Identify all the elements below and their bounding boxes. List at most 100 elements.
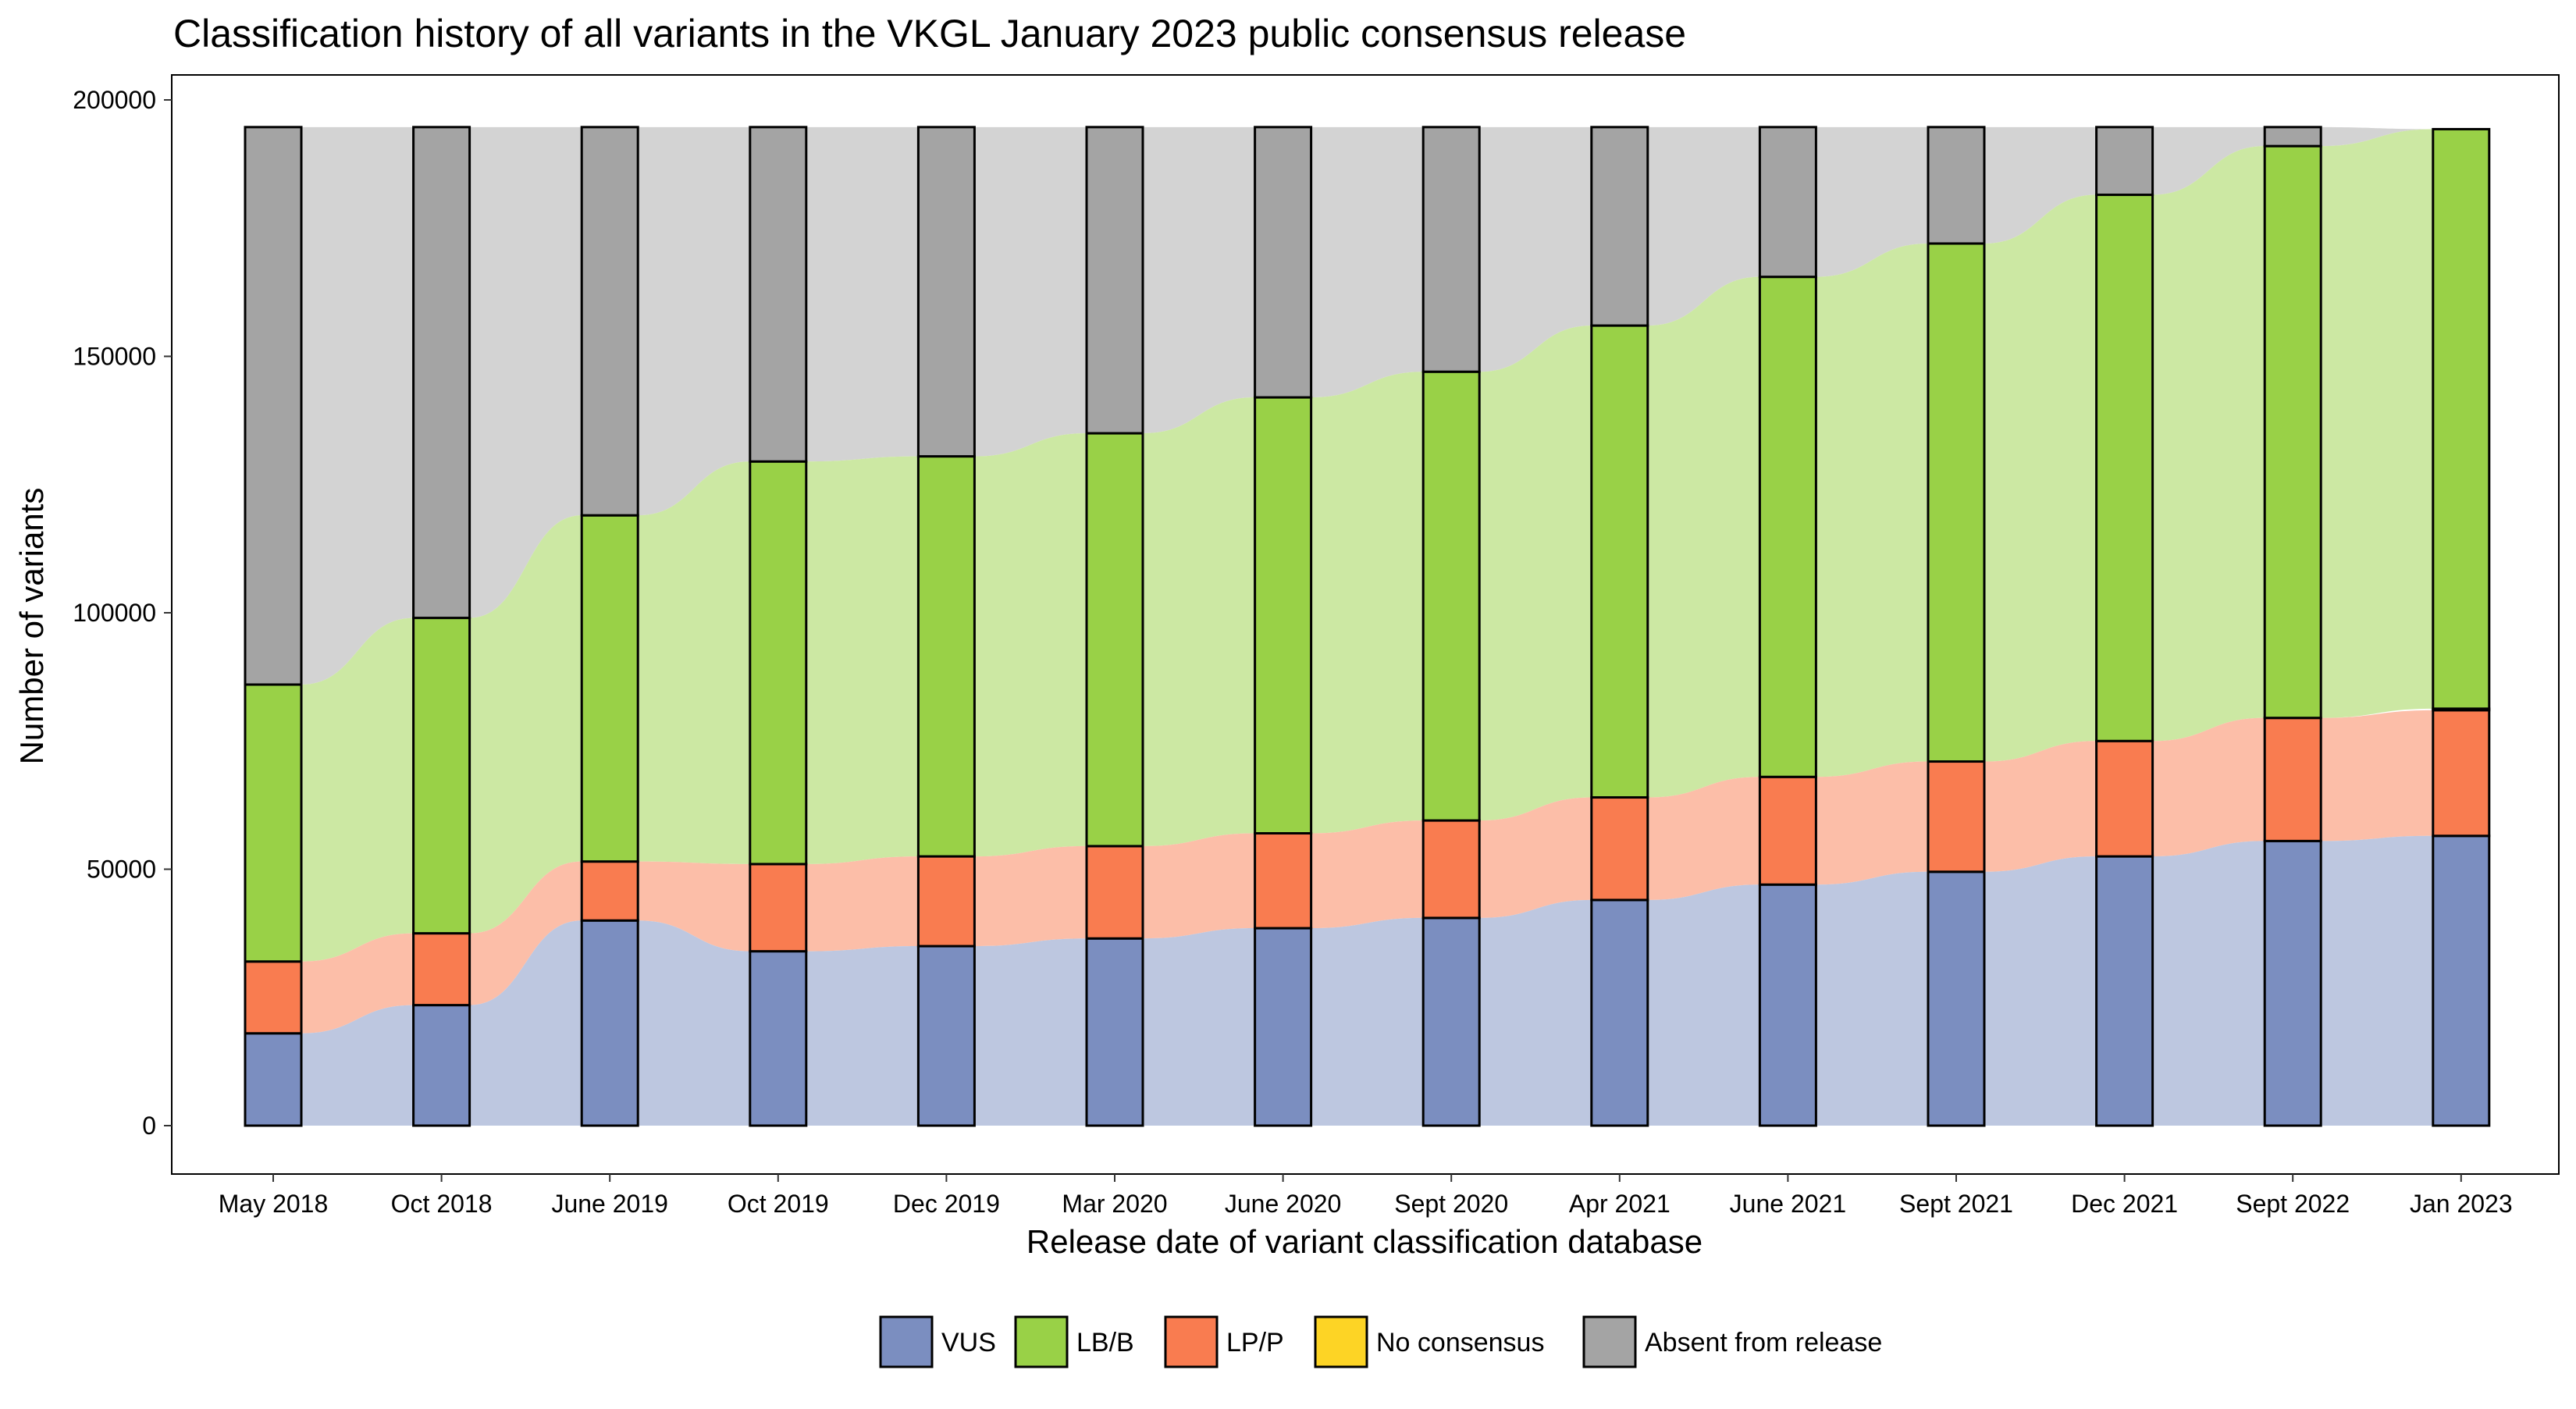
bar-segment-absent-from-release	[2095, 126, 2154, 197]
bar-segment-lp-p	[1085, 845, 1144, 940]
flow-band-lp-p	[974, 845, 1087, 947]
y-tick-label: 50000	[87, 856, 156, 884]
bar-segment-lb-b	[1758, 276, 1817, 778]
flow-band-lb-b	[1311, 372, 1424, 834]
x-tick-label: June 2021	[1730, 1190, 1846, 1218]
flow-band-lp-p	[1647, 777, 1760, 900]
y-tick-label: 100000	[73, 599, 156, 627]
bar-segment-vus	[1927, 870, 1986, 1127]
x-axis: May 2018 Oct 2018 June 2019 Oct 2019 Dec 201…	[219, 1174, 2513, 1218]
flow-band-lp-p	[2152, 717, 2265, 857]
flow-band-vus	[301, 1005, 414, 1126]
bar-segment-lb-b	[244, 683, 303, 963]
flow-band-absent-from-release	[1647, 126, 1760, 326]
bar-segment-lp-p	[2432, 709, 2491, 838]
legend-key-vus	[879, 1315, 934, 1368]
bar-segment-lp-p	[580, 860, 639, 922]
flow-band-lb-b	[301, 617, 414, 962]
flow-band-lb-b	[1816, 243, 1928, 777]
bar-segment-lb-b	[412, 617, 471, 935]
bar-segment-vus	[580, 919, 639, 1127]
flow-band-absent-from-release	[1143, 126, 1255, 434]
bar-segment-lb-b	[2095, 194, 2154, 742]
flow-band-lb-b	[1143, 397, 1255, 846]
bar-segment-absent-from-release	[916, 126, 976, 458]
x-tick-label: Jan 2023	[2410, 1190, 2513, 1218]
flow-band-absent-from-release	[806, 126, 919, 462]
bar-segment-lp-p	[1421, 819, 1481, 920]
bar-segment-lp-p	[1590, 796, 1649, 902]
bar-segment-vus	[1085, 937, 1144, 1127]
plot-panel-border	[171, 74, 2560, 1175]
bar-segment-vus	[244, 1032, 303, 1127]
x-tick-label: Oct 2018	[391, 1190, 493, 1218]
bar-segment-absent-from-release	[1254, 126, 1313, 399]
x-tick-label: Apr 2021	[1569, 1190, 1670, 1218]
x-tick-label: Sept 2020	[1394, 1190, 1508, 1218]
bar-segment-lb-b	[1590, 324, 1649, 799]
bar-segment-lb-b	[1085, 432, 1144, 848]
bar-segment-absent-from-release	[1590, 126, 1649, 327]
x-tick-label: Dec 2019	[893, 1190, 1000, 1218]
bar-segment-vus	[2432, 834, 2491, 1127]
y-tick-label: 200000	[73, 86, 156, 114]
flow-band-absent-from-release	[469, 126, 582, 618]
bar-segment-lb-b	[1421, 370, 1481, 822]
bar-segment-lp-p	[1254, 832, 1313, 930]
bar-segment-absent-from-release	[1421, 126, 1481, 373]
bar-segment-lb-b	[2432, 127, 2491, 710]
chart-title: Classification history of all variants i…	[173, 12, 1686, 55]
bar-segment-vus	[1421, 916, 1481, 1127]
bar-segment-vus	[1758, 883, 1817, 1127]
x-axis-title: Release date of variant classification d…	[1026, 1223, 1703, 1260]
x-tick-label: Oct 2019	[728, 1190, 829, 1218]
legend-label-no-consensus: No consensus	[1376, 1328, 1544, 1357]
flow-band-vus	[2152, 841, 2265, 1126]
flow-band-absent-from-release	[974, 126, 1087, 457]
x-tick-label: June 2020	[1225, 1190, 1341, 1218]
bars-layer	[244, 126, 2491, 1127]
flow-band-vus	[1311, 917, 1424, 1126]
bar-segment-lp-p	[2263, 717, 2322, 842]
bar-segment-vus	[1590, 898, 1649, 1127]
y-axis: 0 50000 100000 150000 200000	[73, 86, 172, 1140]
legend-label-lb-b: LB/B	[1076, 1328, 1134, 1357]
bar-segment-lb-b	[916, 455, 976, 858]
x-tick-label: Sept 2021	[1899, 1190, 2013, 1218]
bar-segment-absent-from-release	[1085, 126, 1144, 435]
flow-band-lp-p	[1984, 741, 2097, 872]
bar-segment-absent-from-release	[1758, 126, 1817, 279]
legend: VUS LB/B LP/P No consensus Absent from relea…	[879, 1315, 1882, 1368]
flow-band-vus	[1143, 928, 1255, 1126]
flow-band-absent-from-release	[1479, 126, 1592, 372]
bar-segment-lp-p	[412, 932, 471, 1007]
flow-band-absent-from-release	[2152, 126, 2265, 195]
x-tick-label: May 2018	[219, 1190, 329, 1218]
x-tick-label: Mar 2020	[1062, 1190, 1167, 1218]
bar-segment-vus	[1254, 927, 1313, 1127]
flow-band-lp-p	[1479, 797, 1592, 918]
y-axis-title: Number of variants	[13, 488, 50, 765]
flow-band-lb-b	[1984, 194, 2097, 762]
flow-band-lp-p	[301, 933, 414, 1034]
flow-band-lp-p	[2321, 710, 2433, 841]
bar-segment-lb-b	[580, 514, 639, 863]
flow-band-absent-from-release	[301, 126, 414, 685]
y-tick-label: 150000	[73, 343, 156, 371]
bar-segment-absent-from-release	[749, 126, 808, 463]
bar-segment-vus	[2095, 855, 2154, 1127]
bar-segment-lb-b	[2263, 144, 2322, 720]
y-tick-label: 0	[142, 1112, 156, 1140]
flow-band-lp-p	[1311, 820, 1424, 929]
legend-key-absent-from-release	[1582, 1315, 1637, 1368]
legend-label-lp-p: LP/P	[1226, 1328, 1284, 1357]
flow-band-lp-p	[638, 861, 750, 952]
x-tick-label: Dec 2021	[2071, 1190, 2178, 1218]
bar-segment-vus	[2263, 839, 2322, 1127]
flow-band-vus	[638, 920, 750, 1126]
x-tick-label: Sept 2022	[2236, 1190, 2350, 1218]
bar-segment-vus	[749, 950, 808, 1127]
flow-band-lb-b	[2152, 146, 2265, 742]
bar-segment-lp-p	[1927, 760, 1986, 874]
